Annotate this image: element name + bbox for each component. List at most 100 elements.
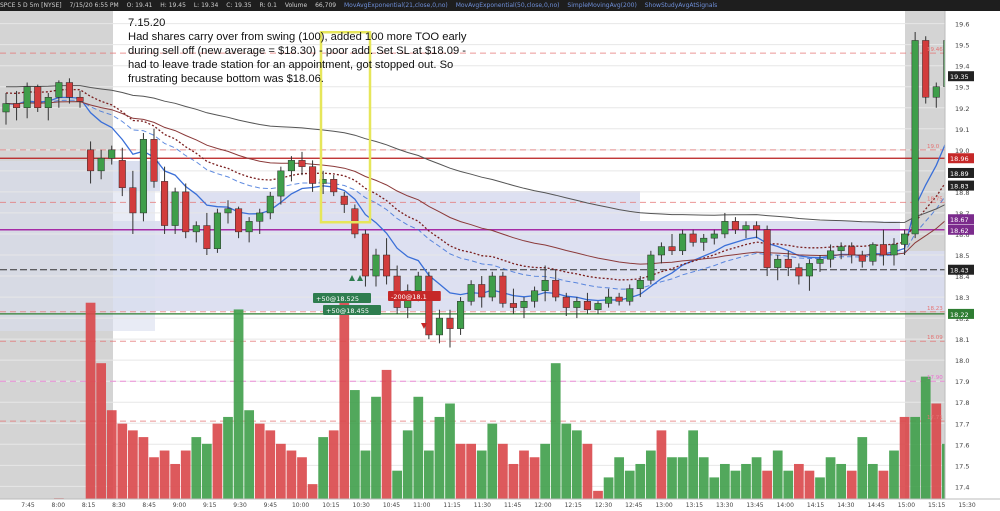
price-marker: 18.62 (948, 224, 974, 235)
volume-profile-band (160, 191, 640, 221)
trade-label-bg (388, 291, 441, 301)
volume-bar (265, 430, 276, 511)
candle-body (245, 221, 253, 233)
indicator-sma200[interactable]: SimpleMovingAvg(200) (567, 2, 637, 9)
indicator-ema50[interactable]: MovAvgExponential(50,close,0,no) (455, 2, 560, 9)
candle-body (721, 221, 729, 235)
sma-line (5, 101, 969, 265)
volume-value: 66,709 (315, 2, 337, 9)
volume-bar (889, 450, 899, 511)
price-tick-label: 19.1 (955, 126, 969, 134)
symbol-label[interactable]: SPCE 5 D 5m [NYSE] (0, 2, 62, 9)
indicator-ema21[interactable]: MovAvgExponential(21,close,0,no) (344, 2, 448, 9)
volume-bar (804, 470, 815, 511)
chart-header-bar: SPCE 5 D 5m [NYSE] 7/15/20 6:55 PM O: 19… (0, 0, 1000, 11)
volume-bar (550, 363, 561, 511)
volume-bar (529, 457, 540, 511)
candle-body (44, 96, 52, 109)
price-tick-label: 17.6 (955, 441, 969, 449)
candle-body (414, 275, 422, 292)
candle-body (509, 303, 517, 308)
volume-bar (149, 457, 159, 511)
volume-bar (201, 443, 212, 511)
price-marker-bg (948, 308, 974, 319)
volume-bar (762, 470, 773, 511)
candle-body (34, 86, 42, 109)
candle-body (922, 40, 930, 98)
time-tick-label: 12:00 (534, 502, 551, 509)
volume-bar (297, 457, 307, 511)
volume-bar (846, 470, 857, 511)
time-tick-label: 10:15 (322, 502, 339, 509)
volume-bar (614, 457, 625, 511)
volume-profile-band (113, 251, 945, 311)
time-tick-label: 7:45 (21, 502, 35, 509)
price-marker-text: 18.83 (950, 183, 969, 191)
price-tick-label: 18.8 (955, 189, 969, 197)
volume-bar (825, 457, 836, 511)
candle-body (879, 244, 887, 256)
time-tick-label: 13:45 (746, 502, 763, 509)
high-value: H: 19.45 (160, 2, 186, 9)
candle-body (435, 317, 443, 336)
candle-body (330, 179, 338, 193)
price-tick-label: 18.7 (955, 210, 969, 218)
level-label: 18.23 (927, 306, 943, 312)
candle-body (636, 279, 644, 289)
candle-body (541, 279, 549, 292)
price-marker-bg (948, 167, 974, 178)
volume-bar (339, 302, 350, 511)
time-tick-label: 8:45 (142, 502, 156, 509)
volume-bar (793, 463, 804, 511)
time-axis: 7:45 8:00 8:15 8:30 8:45 9:00 9:15 9:30 9:45 10:0… (0, 498, 1000, 511)
volume-bar (360, 450, 371, 511)
time-tick-label: 15:15 (928, 502, 945, 509)
candle-body (763, 229, 771, 268)
candle-body (425, 275, 433, 336)
time-tick-label: 11:00 (413, 502, 430, 509)
candle-body (150, 139, 158, 182)
candle-body (499, 275, 507, 304)
volume-bar (487, 423, 498, 511)
volume-bar (170, 463, 181, 511)
candle-body (520, 301, 528, 308)
candle-body (805, 263, 813, 277)
candle-body (457, 301, 465, 329)
price-chart[interactable]: +50@18.525 +50@18.455 -200@18.1 19.6 19.5 19… (0, 11, 1000, 511)
time-tick-label: 9:15 (203, 502, 217, 509)
candle-body (298, 160, 306, 167)
time-tick-label: 9:00 (173, 502, 187, 509)
price-marker-text: 18.22 (950, 311, 969, 319)
candle-body (668, 246, 676, 252)
candle-body (700, 237, 708, 243)
entry-highlight-box (319, 30, 372, 224)
volume-bar (603, 477, 614, 511)
candle-body (573, 301, 581, 308)
volume-bar (106, 410, 117, 511)
trade-annotation: 7.15.20 Had shares carry over from swing… (128, 16, 468, 86)
candle-body (361, 233, 369, 277)
indicator-signals[interactable]: ShowStudyAvgAtSignals (644, 2, 718, 9)
candle-body (256, 212, 264, 222)
volume-bar (624, 470, 635, 511)
volume-bar (455, 443, 466, 511)
candle-body (869, 244, 877, 262)
volume-bar (899, 416, 910, 511)
volume-bar (677, 457, 688, 511)
volume-bar (645, 450, 656, 511)
price-tick-label: 19.6 (955, 21, 969, 29)
volume-bar (836, 463, 847, 511)
volume-bar (656, 430, 667, 511)
candle-body (446, 317, 454, 329)
price-tick-label: 18.4 (955, 273, 969, 281)
candle-body (605, 296, 613, 304)
candle-body (55, 82, 63, 98)
volume-bar (381, 369, 392, 511)
candle-body (901, 233, 909, 245)
volume-bar (741, 463, 751, 511)
sma-long-line (5, 85, 969, 224)
price-marker: 18.43 (948, 264, 974, 275)
price-marker: 18.67 (948, 214, 974, 225)
candle-body (203, 225, 211, 249)
time-tick-label: 11:15 (443, 502, 460, 509)
